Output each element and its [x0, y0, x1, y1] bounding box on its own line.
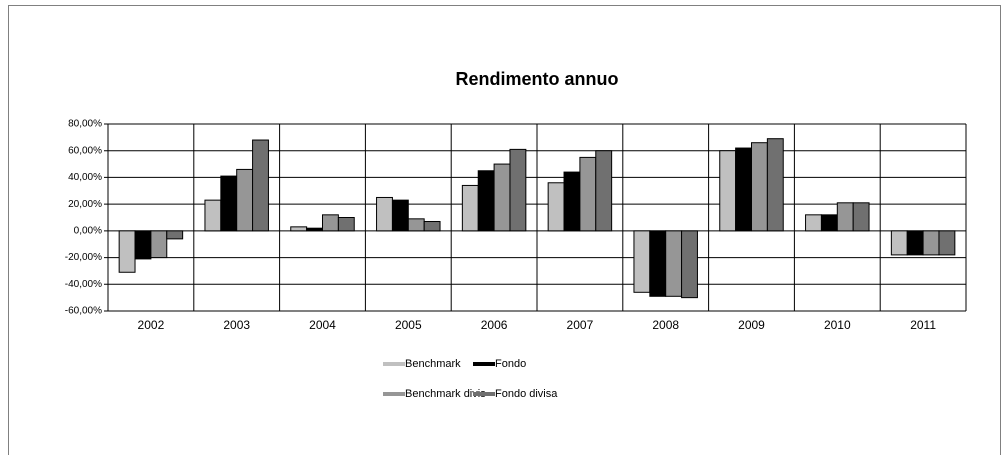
bar: [306, 227, 324, 232]
bar: [563, 171, 581, 232]
legend-label: Benchmark: [405, 358, 461, 370]
x-tick-label: 2011: [910, 318, 936, 332]
bar: [906, 230, 924, 256]
bar: [820, 214, 838, 232]
x-tick-label: 2002: [138, 318, 165, 332]
bar: [681, 230, 698, 299]
x-tick-label: 2009: [738, 318, 765, 332]
bar: [150, 230, 168, 259]
chart-title: Rendimento annuo: [456, 69, 619, 89]
bar: [509, 148, 527, 232]
bar: [735, 147, 753, 232]
x-tick-label: 2007: [567, 318, 594, 332]
x-tick-label: 2008: [652, 318, 679, 332]
x-tick-label: 2004: [309, 318, 336, 332]
bar: [890, 230, 908, 256]
chart-frame: [8, 5, 1001, 455]
y-tick-label: 80,00%: [68, 119, 102, 130]
bar: [477, 170, 495, 232]
bar: [922, 230, 940, 256]
bar: [493, 163, 511, 232]
bar: [665, 230, 683, 297]
bar: [204, 199, 222, 232]
y-tick-label: -40,00%: [65, 279, 102, 290]
bar: [376, 196, 393, 232]
x-tick-label: 2003: [223, 318, 250, 332]
bar: [337, 217, 355, 232]
bar: [579, 156, 597, 232]
x-tick-label: 2006: [481, 318, 508, 332]
bar: [134, 230, 152, 260]
bar: [547, 182, 565, 232]
bar: [461, 184, 479, 232]
bar: [407, 218, 425, 232]
bar: [290, 226, 308, 232]
bar: [423, 221, 441, 232]
bar: [938, 230, 956, 256]
bar: [118, 230, 136, 273]
bar: [252, 139, 269, 232]
bar: [836, 202, 854, 232]
bar: [766, 138, 784, 232]
legend-label: Fondo: [495, 358, 526, 370]
legend-label: Fondo divisa: [495, 388, 558, 400]
bar: [236, 168, 254, 232]
x-tick-label: 2010: [824, 318, 851, 332]
bar: [751, 142, 768, 232]
y-tick-label: 0,00%: [74, 225, 102, 236]
legend-label: Benchmark divis: [405, 388, 486, 400]
x-tick-label: 2005: [395, 318, 422, 332]
bar: [633, 230, 651, 293]
y-tick-label: 40,00%: [68, 172, 102, 183]
bar: [852, 202, 870, 232]
y-tick-label: 20,00%: [68, 199, 102, 210]
y-tick-label: 60,00%: [68, 145, 102, 156]
bar: [719, 150, 737, 232]
bar: [220, 175, 238, 232]
bar: [805, 214, 822, 232]
bar: [595, 150, 613, 232]
bar: [322, 214, 339, 232]
bar: [649, 230, 667, 297]
y-tick-label: -20,00%: [65, 252, 102, 263]
bar: [166, 230, 184, 240]
bar: [391, 199, 409, 232]
y-tick-label: -60,00%: [65, 306, 102, 317]
